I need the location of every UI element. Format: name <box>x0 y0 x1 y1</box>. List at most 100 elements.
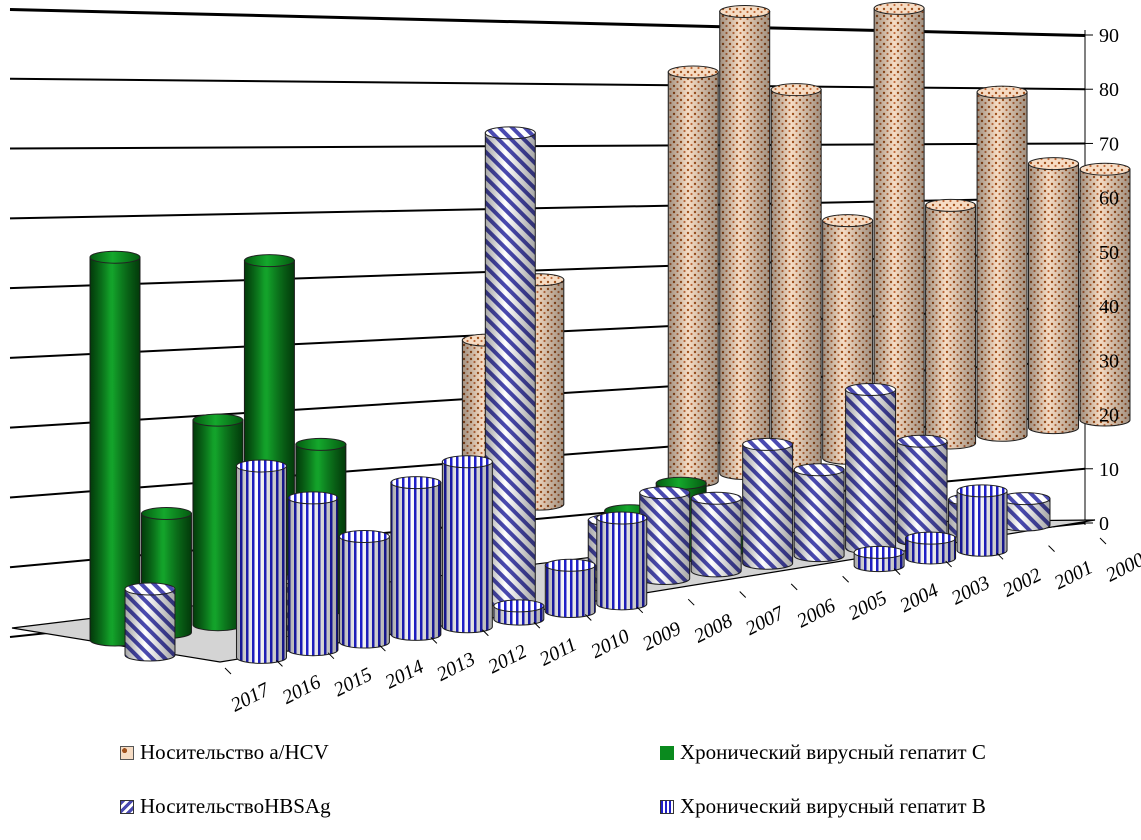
bar-top <box>873 1 925 15</box>
bar-shading <box>668 71 719 488</box>
bar-top <box>1079 162 1131 176</box>
bar-shading <box>339 536 390 649</box>
x-tick-mark <box>687 598 695 606</box>
bar-shading <box>639 492 690 585</box>
bar <box>1079 162 1131 427</box>
bar-top <box>338 529 390 543</box>
bar-shading <box>874 8 925 457</box>
legend-item-chronic-hepatitis-b: Хронический вирусный гепатит B <box>660 794 986 819</box>
x-tick-mark <box>327 652 335 660</box>
bar-shading <box>771 89 822 472</box>
bar-top <box>690 491 742 505</box>
x-tick-mark <box>481 629 489 637</box>
bar-top <box>235 459 287 473</box>
x-tick-label: 2007 <box>742 602 789 640</box>
x-tick-mark <box>1099 537 1107 545</box>
legend: Носительство а/HCV Хронический вирусный … <box>0 740 1141 840</box>
bar-top <box>905 531 957 545</box>
legend-item-hbsag-carrier: НосительствоHBSAg <box>120 794 331 819</box>
bar-shading <box>125 589 175 661</box>
bar-shading <box>1080 169 1130 426</box>
x-tick-mark <box>1048 545 1055 553</box>
bar-top <box>140 507 192 521</box>
x-tick-mark <box>945 560 952 568</box>
bar-top <box>192 413 244 427</box>
legend-label: Хронический вирусный гепатит B <box>680 794 986 818</box>
y-tick-label: 60 <box>1099 188 1119 210</box>
bar-top <box>719 5 771 19</box>
bar-top <box>976 85 1028 99</box>
hcv-carrier-swatch-icon <box>120 745 134 760</box>
bar <box>905 531 957 565</box>
bar-top <box>822 214 874 228</box>
bar-top <box>667 65 719 79</box>
hbsag-carrier-swatch-icon <box>120 799 134 814</box>
bar <box>667 65 719 488</box>
bar-shading <box>845 389 896 554</box>
x-tick-label: 2002 <box>999 564 1045 602</box>
bar-top <box>770 83 822 97</box>
bar-shading <box>742 444 793 570</box>
bar-shading <box>485 132 536 608</box>
bar-shading <box>1028 163 1079 434</box>
chart-area: 0 10 20 30 40 50 60 70 80 90 2017 2016 2015 2014 2013… <box>9 1 1141 716</box>
bar <box>770 83 822 473</box>
bar-top <box>124 582 176 596</box>
bar <box>1028 157 1080 435</box>
bar-shading <box>596 518 647 610</box>
x-tick-mark <box>739 591 747 598</box>
bar-top <box>845 383 897 397</box>
x-tick-mark <box>430 637 438 644</box>
bar <box>338 529 390 649</box>
bar-top <box>493 599 545 613</box>
x-tick-label: 2016 <box>279 671 325 709</box>
bar-top <box>896 434 948 448</box>
bar-shading <box>1000 498 1050 531</box>
x-tick-label: 2001 <box>1051 556 1097 594</box>
bar-top <box>544 558 596 572</box>
legend-label: Носительство а/HCV <box>140 740 329 764</box>
y-tick-label: 80 <box>1099 79 1119 101</box>
bar-shading <box>905 538 956 564</box>
x-tick-label: 2010 <box>588 625 634 663</box>
x-tick-label: 2015 <box>330 663 376 701</box>
bar <box>976 85 1028 442</box>
bar <box>390 476 442 641</box>
bar <box>484 126 536 608</box>
y-tick-label: 90 <box>1099 25 1119 47</box>
bar-shading <box>719 11 770 480</box>
x-tick-mark <box>533 621 541 629</box>
x-tick-label: 2000 <box>1102 549 1141 587</box>
bar <box>845 383 897 555</box>
bar-top <box>441 455 493 469</box>
bar <box>596 511 648 611</box>
bar <box>441 455 493 634</box>
bar-top <box>1028 157 1080 171</box>
x-tick-label: 2005 <box>845 587 891 625</box>
bar-top <box>956 484 1008 498</box>
bar <box>925 198 977 450</box>
bar <box>956 484 1008 557</box>
bar-shading <box>977 92 1028 442</box>
bar-top <box>484 126 536 140</box>
x-tick-mark <box>893 568 901 575</box>
x-tick-mark <box>224 667 232 675</box>
bar-top <box>390 476 442 490</box>
x-tick-mark <box>636 606 644 614</box>
bar-shading <box>192 420 243 631</box>
x-tick-mark <box>276 659 283 667</box>
x-tick-label: 2009 <box>639 618 685 656</box>
bar-shading <box>957 490 1008 557</box>
bar <box>873 1 925 458</box>
x-tick-label: 2011 <box>536 633 580 670</box>
bar <box>493 599 545 626</box>
y-axis-ticks: 0 10 20 30 40 50 60 70 80 90 <box>1099 25 1119 535</box>
y-tick-label: 50 <box>1099 242 1119 264</box>
x-tick-label: 2003 <box>948 572 994 610</box>
bar <box>896 434 948 547</box>
legend-label: Хронический вирусный гепатит С <box>680 740 986 764</box>
bar <box>853 545 905 573</box>
chart-svg: 0 10 20 30 40 50 60 70 80 90 2017 2016 2015 2014 2013… <box>9 1 1141 716</box>
x-tick-mark <box>996 552 1004 560</box>
bar <box>793 463 845 563</box>
